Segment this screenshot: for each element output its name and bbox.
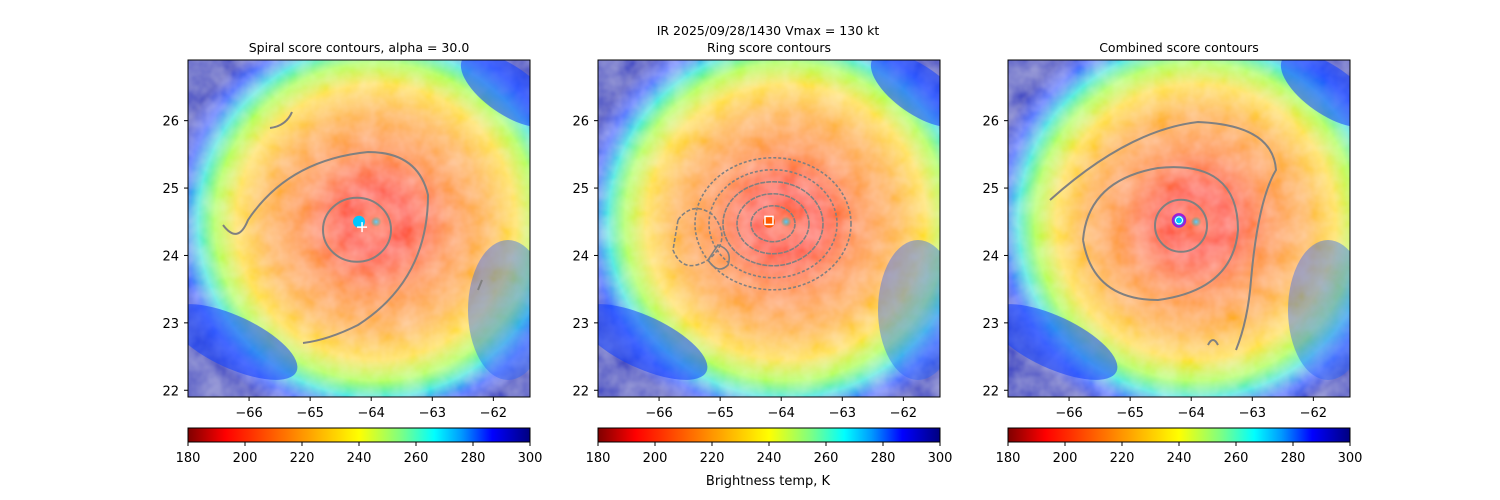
colorbar-tick-label: 260 — [1224, 451, 1249, 466]
colorbar-tick-label: 180 — [176, 451, 201, 466]
cold-band — [460, 60, 530, 128]
ring-contour — [672, 207, 723, 267]
colorbar-tick-label: 280 — [871, 451, 896, 466]
ring-contour — [708, 168, 838, 279]
colorbar — [187, 427, 531, 443]
colorbar — [597, 427, 941, 443]
x-tick-label: −62 — [890, 406, 917, 421]
colorbar-tick-label: 260 — [404, 451, 429, 466]
colorbar-tick-label: 260 — [814, 451, 839, 466]
y-tick-label: 24 — [982, 249, 999, 264]
cold-band — [598, 304, 708, 380]
cold-band — [878, 240, 940, 380]
panel-3: Combined score contours −66 −65 −64 −63 −62 22… — [982, 40, 1363, 466]
y-tick-label: 25 — [162, 182, 179, 197]
cold-band — [468, 240, 530, 380]
storm-eye — [353, 215, 365, 228]
panel-title: Spiral score contours, alpha = 30.0 — [249, 40, 470, 55]
x-tick-label: −63 — [419, 406, 446, 421]
colorbar-tick-label: 300 — [518, 451, 543, 466]
x-tick-label: −66 — [235, 406, 262, 421]
spiral-contour — [477, 279, 483, 291]
colorbar-tick-label: 220 — [1110, 451, 1135, 466]
spiral-contour — [269, 111, 293, 129]
y-tick-label: 25 — [572, 182, 589, 197]
y-tick-label: 24 — [162, 249, 179, 264]
y-tick-label: 26 — [982, 115, 999, 130]
center-marker — [357, 222, 368, 233]
y-tick-label: 22 — [982, 384, 999, 399]
combined-contour — [1082, 166, 1240, 302]
colorbar-label: Brightness temp, K — [706, 474, 831, 489]
center-marker — [1171, 213, 1187, 228]
ring-contour — [694, 156, 852, 291]
cold-band — [1280, 60, 1350, 128]
y-tick-label: 25 — [982, 182, 999, 197]
x-tick-label: −65 — [706, 406, 733, 421]
colorbar-tick-label: 240 — [347, 451, 372, 466]
colorbar-tick-label: 200 — [1053, 451, 1078, 466]
colorbar-tick-label: 280 — [461, 451, 486, 466]
y-tick-label: 22 — [572, 384, 589, 399]
colorbar-tick-label: 240 — [757, 451, 782, 466]
ring-contour — [722, 180, 824, 267]
colorbar-tick-label: 180 — [996, 451, 1021, 466]
ring-contour — [736, 192, 810, 255]
ring-contour — [707, 244, 731, 270]
cold-band — [870, 60, 940, 128]
colorbar-tick-label: 180 — [586, 451, 611, 466]
x-tick-label: −64 — [357, 406, 384, 421]
colorbar-tick-label: 300 — [1338, 451, 1363, 466]
center-marker — [764, 215, 774, 226]
x-tick-label: −65 — [1116, 406, 1143, 421]
colorbar-tick-label: 220 — [700, 451, 725, 466]
panel-title: Combined score contours — [1099, 40, 1259, 55]
suptitle: IR 2025/09/28/1430 Vmax = 130 kt — [657, 23, 880, 38]
panel-title: Ring score contours — [707, 40, 831, 55]
x-tick-label: −65 — [296, 406, 323, 421]
y-tick-label: 24 — [572, 249, 589, 264]
colorbar-tick-label: 200 — [643, 451, 668, 466]
x-tick-label: −63 — [1239, 406, 1266, 421]
y-tick-label: 23 — [572, 317, 589, 332]
colorbar-tick-label: 240 — [1167, 451, 1192, 466]
y-tick-label: 23 — [162, 317, 179, 332]
spiral-contour — [222, 150, 430, 344]
colorbar-tick-label: 200 — [233, 451, 258, 466]
axes-frame — [187, 59, 531, 398]
colorbar — [1007, 427, 1351, 443]
colorbar-tick-label: 300 — [928, 451, 953, 466]
y-tick-label: 22 — [162, 384, 179, 399]
cold-band — [188, 304, 298, 380]
combined-contour — [1049, 120, 1278, 351]
ring-contour — [750, 204, 796, 243]
panel-2: Ring score contours −66 −65 −64 −63 −62 22 23 24… — [572, 40, 953, 466]
x-tick-label: −64 — [1177, 406, 1204, 421]
x-tick-label: −64 — [767, 406, 794, 421]
axes-frame — [597, 59, 941, 398]
x-tick-label: −66 — [645, 406, 672, 421]
axes-frame — [1007, 59, 1351, 398]
ir-image-1 — [188, 60, 530, 397]
y-tick-label: 23 — [982, 317, 999, 332]
y-tick-label: 26 — [162, 115, 179, 130]
ir-image-3 — [1008, 60, 1350, 397]
x-tick-label: −62 — [480, 406, 507, 421]
panel-1: Spiral score contours, alpha = 30.0 −66 −6… — [162, 40, 543, 466]
x-tick-label: −63 — [829, 406, 856, 421]
y-tick-label: 26 — [572, 115, 589, 130]
center-marker — [1175, 216, 1183, 225]
cold-band — [1288, 240, 1350, 380]
x-tick-label: −62 — [1300, 406, 1327, 421]
ir-image-2 — [598, 60, 940, 397]
combined-contour — [1154, 198, 1208, 253]
cold-band — [1008, 304, 1118, 380]
x-tick-label: −66 — [1055, 406, 1082, 421]
colorbar-tick-label: 280 — [1281, 451, 1306, 466]
spiral-contour — [322, 196, 392, 263]
colorbar-tick-label: 220 — [290, 451, 315, 466]
